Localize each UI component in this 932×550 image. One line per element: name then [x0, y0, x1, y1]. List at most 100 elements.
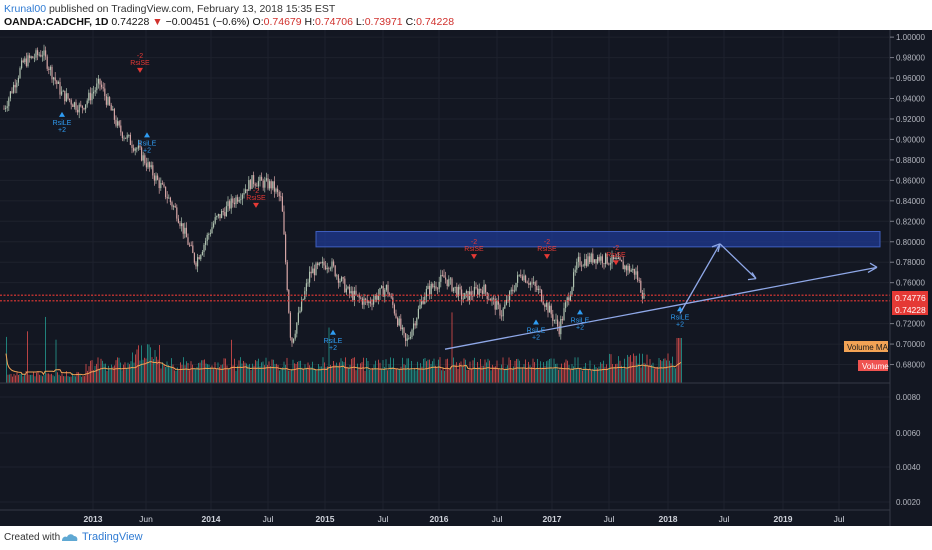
candle-body [350, 291, 352, 294]
volume-bar [336, 362, 337, 383]
candle-body [184, 227, 186, 234]
volume-bar [186, 361, 187, 383]
candle-body [361, 298, 363, 305]
candle-body [102, 87, 104, 89]
candle-body [467, 291, 469, 301]
candle-body [136, 148, 138, 150]
open-label: O: [252, 16, 264, 28]
volume-bar [330, 364, 331, 383]
up-arrow-icon [330, 329, 336, 335]
candle-body [635, 271, 637, 275]
chart-area[interactable]: -2 RsiSE -2 RsiSE -2 RsiSE -2 RsiSE -2 RsiSE RsiLE… [0, 30, 932, 526]
tradingview-logo-icon[interactable] [60, 529, 80, 545]
candle-body [157, 175, 159, 180]
volume-axis[interactable]: 0.0080 0.0060 0.0040 0.0020 [896, 393, 921, 507]
volume-bar [81, 376, 82, 383]
volume-bar [118, 357, 120, 383]
tradingview-link[interactable]: TradingView [82, 531, 143, 543]
candle-body [342, 277, 344, 279]
candle-body [469, 291, 471, 301]
volume-bar [246, 363, 247, 383]
up-arrow-icon [144, 132, 150, 138]
candle-body [6, 106, 8, 109]
time-tick-label: Jul [604, 514, 615, 524]
candle-body [173, 205, 175, 207]
candle-body [465, 291, 467, 293]
projection-down-head [747, 277, 757, 281]
candle-body [269, 181, 271, 189]
candle-body [222, 210, 224, 213]
candle-body [632, 268, 634, 271]
candle-body [81, 105, 83, 109]
volume-bar [676, 338, 678, 383]
username-link[interactable]: Krunal00 [4, 3, 47, 15]
candle-body [403, 327, 405, 334]
price-tag-lower-bg [892, 303, 928, 315]
volume-bar [486, 362, 487, 383]
volume-bar [232, 365, 234, 383]
candle-body [478, 288, 480, 295]
candle-body [179, 222, 181, 227]
resistance-zone[interactable] [315, 231, 881, 248]
candle-body [400, 318, 402, 330]
down-arrow-icon [137, 67, 143, 73]
volume-bar [526, 368, 528, 383]
candle-body [336, 275, 338, 277]
long-signal-marker: RsiLE+2 [324, 329, 343, 352]
volume-bar [540, 361, 541, 383]
volume-bar [588, 369, 589, 383]
candle-body [206, 234, 208, 241]
candle-body [430, 284, 432, 295]
price-tick-label: 0.68000 [896, 361, 925, 370]
volume-bar [22, 376, 24, 383]
volume-bar [183, 357, 184, 383]
volume-bar [678, 338, 679, 383]
volume-bar [334, 365, 336, 383]
candle-body [128, 134, 130, 136]
volume-bar [129, 364, 130, 383]
candle-body [294, 333, 296, 339]
projection-arrows[interactable] [444, 243, 878, 350]
volume-bar [36, 372, 37, 383]
volume-bar [123, 364, 124, 383]
volume-bar [175, 370, 177, 383]
price-tick-label: 0.84000 [896, 197, 925, 206]
candle-body [65, 93, 67, 102]
candle-body [69, 98, 71, 101]
candle-body [293, 338, 295, 343]
candle-body [289, 312, 291, 338]
candle-body [237, 197, 239, 202]
candle-body [414, 323, 416, 326]
volume-bar [364, 370, 366, 383]
volume-bar [562, 368, 564, 383]
volume-bar [520, 368, 522, 383]
candle-body [283, 211, 285, 235]
volume-bar [75, 376, 76, 383]
volume-bar [549, 359, 550, 383]
volume-bar [559, 368, 561, 383]
candle-body [117, 121, 119, 126]
candle-body [187, 237, 189, 245]
volume-bar [57, 372, 58, 383]
candle-body [326, 267, 328, 270]
volume-bar [202, 360, 204, 383]
volume-bar [397, 368, 399, 383]
volume-bar [343, 361, 345, 383]
candle-body [461, 289, 463, 300]
candle-body [291, 337, 293, 343]
time-axis[interactable]: 2013 Jun 2014 Jul 2015 Jul 2016 Jul 2017 Jul 2018 J… [0, 509, 890, 524]
volume-bar [546, 361, 547, 383]
volume-tag: Volume [858, 360, 889, 371]
candle-body [197, 257, 199, 267]
candle-body [278, 192, 280, 197]
candle-body [163, 184, 165, 187]
candle-body [17, 77, 19, 83]
volume-bar [322, 357, 324, 383]
volume-bar [351, 358, 352, 383]
volume-bar [285, 364, 286, 383]
price-axis[interactable]: 1.00000 0.98000 0.96000 0.94000 0.92000 0.900… [890, 33, 925, 370]
candle-body [421, 300, 423, 305]
candle-body [115, 119, 117, 126]
volume-bar [415, 370, 417, 383]
